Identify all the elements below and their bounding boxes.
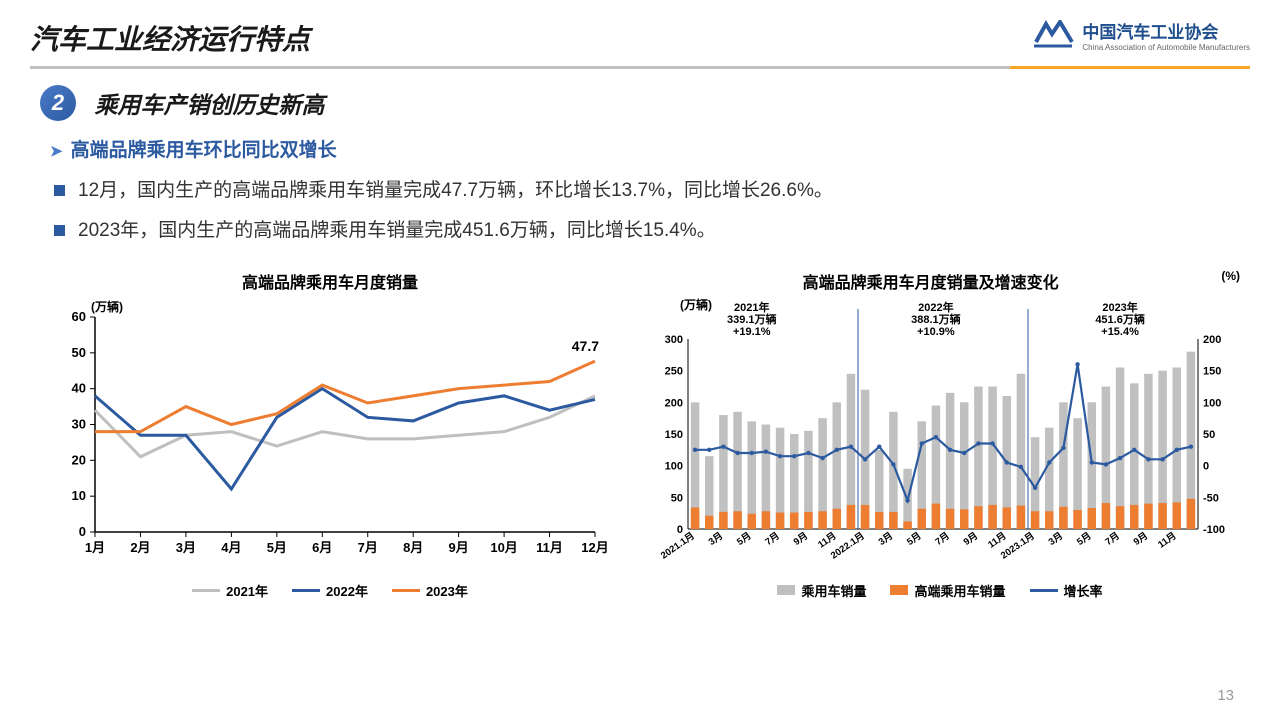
logo: 中国汽车工业协会 China Association of Automobile…: [1032, 18, 1250, 52]
svg-text:0: 0: [677, 524, 683, 536]
chart2-legend: 乘用车销量高端乘用车销量增长率: [640, 581, 1240, 600]
svg-text:9月: 9月: [1132, 530, 1150, 547]
chart1-legend: 2021年2022年2023年: [40, 581, 620, 600]
section-number: 2: [40, 85, 76, 121]
section-subtitle: 高端品牌乘用车环比同比双增长: [50, 135, 1240, 162]
svg-text:0: 0: [79, 524, 86, 539]
chart2-title: 高端品牌乘用车月度销量及增速变化 (%): [640, 269, 1240, 293]
svg-text:60: 60: [72, 309, 86, 324]
svg-text:300: 300: [665, 334, 683, 346]
bullet-item: 12月，国内生产的高端品牌乘用车销量完成47.7万辆，环比增长13.7%，同比增…: [54, 176, 1240, 206]
svg-text:(万辆): (万辆): [680, 297, 712, 312]
svg-text:+15.4%: +15.4%: [1101, 326, 1139, 338]
svg-text:451.6万辆: 451.6万辆: [1095, 312, 1145, 326]
svg-text:339.1万辆: 339.1万辆: [727, 312, 777, 326]
svg-text:200: 200: [665, 397, 683, 409]
svg-text:2月: 2月: [130, 540, 150, 555]
svg-text:5月: 5月: [905, 530, 923, 547]
svg-text:50: 50: [1203, 429, 1215, 441]
logo-text-en: China Association of Automobile Manufact…: [1082, 43, 1250, 52]
svg-text:100: 100: [1203, 397, 1221, 409]
svg-text:2021年: 2021年: [734, 300, 769, 314]
svg-text:47.7: 47.7: [572, 338, 599, 354]
svg-text:11月: 11月: [1156, 530, 1178, 550]
chart-sales-growth: 高端品牌乘用车月度销量及增速变化 (%) (万辆) 0 50 100 150 200 250…: [640, 269, 1240, 600]
svg-text:-50: -50: [1203, 492, 1219, 504]
svg-text:8月: 8月: [403, 540, 423, 555]
bullet-list: 12月，国内生产的高端品牌乘用车销量完成47.7万辆，环比增长13.7%，同比增…: [54, 176, 1240, 247]
section-title: 乘用车产销创历史新高: [94, 92, 324, 118]
svg-text:0: 0: [1203, 460, 1209, 472]
svg-text:9月: 9月: [449, 540, 469, 555]
svg-text:-100: -100: [1203, 524, 1225, 536]
svg-text:50: 50: [72, 345, 86, 360]
svg-text:11月: 11月: [536, 540, 563, 555]
svg-text:7月: 7月: [763, 530, 781, 547]
svg-text:7月: 7月: [1103, 530, 1121, 547]
svg-text:(万辆): (万辆): [91, 299, 123, 314]
svg-text:2022年: 2022年: [918, 300, 953, 314]
svg-text:12月: 12月: [581, 540, 608, 555]
svg-text:10月: 10月: [490, 540, 517, 555]
svg-text:40: 40: [72, 380, 86, 395]
bullet-item: 2023年，国内生产的高端品牌乘用车销量完成451.6万辆，同比增长15.4%。: [54, 216, 1240, 246]
svg-text:30: 30: [72, 416, 86, 431]
svg-text:+10.9%: +10.9%: [917, 326, 955, 338]
svg-text:4月: 4月: [221, 540, 241, 555]
svg-text:150: 150: [665, 429, 683, 441]
svg-text:9月: 9月: [792, 530, 810, 547]
logo-text-cn: 中国汽车工业协会: [1082, 18, 1250, 43]
header-divider: [30, 66, 1250, 69]
svg-text:388.1万辆: 388.1万辆: [911, 312, 961, 326]
svg-text:150: 150: [1203, 365, 1221, 377]
chart1-title: 高端品牌乘用车月度销量: [40, 269, 620, 293]
svg-text:7月: 7月: [933, 530, 951, 547]
svg-text:3月: 3月: [176, 540, 196, 555]
svg-text:10: 10: [72, 488, 86, 503]
svg-text:250: 250: [665, 365, 683, 377]
svg-text:100: 100: [665, 460, 683, 472]
page-number: 13: [1217, 687, 1234, 704]
svg-text:20: 20: [72, 452, 86, 467]
svg-text:3月: 3月: [707, 530, 725, 547]
svg-text:9月: 9月: [962, 530, 980, 547]
svg-text:1月: 1月: [85, 540, 105, 555]
svg-text:5月: 5月: [267, 540, 287, 555]
svg-text:5月: 5月: [1075, 530, 1093, 547]
svg-text:3月: 3月: [1047, 530, 1065, 547]
svg-text:6月: 6月: [312, 540, 332, 555]
chart-monthly-sales: 高端品牌乘用车月度销量 (万辆) 0 10 20 30 40 50 60 1月 2月 3月 4月 5月 6…: [40, 269, 620, 600]
svg-text:5月: 5月: [735, 530, 753, 547]
svg-text:7月: 7月: [358, 540, 378, 555]
svg-text:+19.1%: +19.1%: [733, 326, 771, 338]
svg-text:50: 50: [671, 492, 683, 504]
svg-text:200: 200: [1203, 334, 1221, 346]
svg-text:3月: 3月: [877, 530, 895, 547]
svg-text:2023年: 2023年: [1102, 300, 1137, 314]
